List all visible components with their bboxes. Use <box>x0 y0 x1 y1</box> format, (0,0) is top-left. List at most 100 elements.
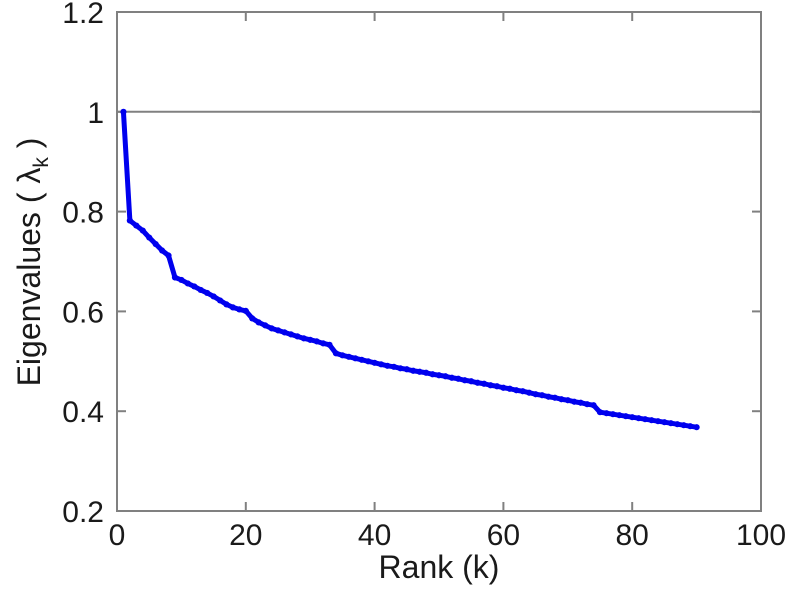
data-point-marker <box>641 416 649 423</box>
data-point-marker <box>616 412 623 419</box>
data-point-marker <box>249 315 256 322</box>
x-axis-title: Rank (k) <box>379 549 500 585</box>
data-point-marker <box>287 331 294 338</box>
data-point-marker <box>332 350 340 357</box>
data-point-marker <box>358 356 365 363</box>
y-tick-label: 0.4 <box>62 396 104 429</box>
data-point-marker <box>506 385 513 392</box>
data-point-marker <box>500 384 507 391</box>
y-axis-title: Eigenvalues ( λk ) <box>11 138 53 387</box>
data-point-marker <box>146 234 153 241</box>
data-point-marker <box>384 362 391 369</box>
data-point-marker <box>326 341 333 348</box>
data-point-marker <box>442 373 449 380</box>
data-point-marker <box>294 333 301 340</box>
x-tick-label: 40 <box>358 519 391 552</box>
data-point-marker <box>133 222 140 229</box>
data-point-marker <box>609 411 616 418</box>
data-point-marker <box>648 417 655 424</box>
data-point-marker <box>667 420 674 427</box>
data-point-marker <box>210 293 217 300</box>
y-tick-label: 1 <box>87 97 104 130</box>
data-point-marker <box>120 108 127 115</box>
data-point-marker <box>191 283 198 290</box>
y-axis-ticks <box>117 110 761 413</box>
data-point-marker <box>403 366 410 373</box>
data-point-marker <box>313 338 320 345</box>
y-axis-title-group: Eigenvalues ( λk ) <box>11 138 53 387</box>
data-point-marker <box>423 369 430 376</box>
data-point-marker <box>397 365 404 372</box>
data-point-marker <box>390 363 398 370</box>
x-axis-ticks <box>244 12 634 511</box>
data-point-marker <box>461 377 468 384</box>
data-point-marker <box>487 382 494 389</box>
data-point-marker <box>661 419 668 426</box>
data-point-marker <box>171 274 179 281</box>
y-tick-label: 0.6 <box>62 296 104 329</box>
data-point-marker <box>352 355 359 362</box>
data-point-marker <box>455 375 462 382</box>
data-point-marker <box>242 307 249 314</box>
data-point-marker <box>152 240 159 248</box>
data-point-marker <box>268 325 275 332</box>
x-tick-label: 80 <box>616 519 649 552</box>
data-point-marker <box>416 368 423 375</box>
data-point-marker <box>654 418 662 425</box>
data-point-marker <box>564 397 571 404</box>
data-point-marker <box>468 378 475 385</box>
data-point-marker <box>545 393 552 400</box>
y-axis-title-suffix: ) <box>11 138 47 158</box>
data-point-marker <box>410 367 417 374</box>
data-point-marker <box>526 389 533 396</box>
data-point-marker <box>262 322 269 329</box>
data-point-marker <box>429 371 436 378</box>
data-point-marker <box>178 276 185 284</box>
y-axis-title-subscript: k <box>30 157 53 168</box>
data-point-marker <box>577 399 584 406</box>
data-point-marker <box>480 380 488 387</box>
x-tick-label: 0 <box>109 519 126 552</box>
data-point-marker <box>532 391 539 398</box>
data-point-marker <box>448 374 455 381</box>
x-tick-label: 20 <box>229 519 262 552</box>
y-axis-tick-labels: 0.2 0.4 0.6 0.8 1 1.2 <box>62 0 104 529</box>
data-point-marker <box>584 401 591 408</box>
data-point-marker <box>158 247 166 254</box>
data-point-marker <box>603 410 610 417</box>
data-point-marker <box>558 396 565 403</box>
data-point-marker <box>255 319 262 326</box>
data-point-marker <box>216 297 224 304</box>
data-point-marker <box>680 422 687 429</box>
data-point-marker <box>513 387 520 394</box>
eigenvalue-series-markers <box>120 108 700 431</box>
data-point-marker <box>519 388 526 395</box>
x-tick-label: 60 <box>487 519 520 552</box>
y-tick-label: 0.2 <box>62 496 104 529</box>
y-axis-title-main: Eigenvalues ( λ <box>11 168 47 387</box>
data-point-marker <box>236 306 243 313</box>
data-point-marker <box>339 352 346 359</box>
data-point-marker <box>197 286 204 294</box>
data-point-marker <box>319 340 327 347</box>
data-point-marker <box>551 394 559 401</box>
plot-frame <box>116 11 762 512</box>
data-point-marker <box>493 383 501 390</box>
data-point-marker <box>674 421 681 428</box>
y-tick-label: 1.2 <box>62 0 104 30</box>
data-point-marker <box>377 361 385 368</box>
data-point-marker <box>229 304 237 311</box>
data-point-marker <box>571 398 578 405</box>
data-point-marker <box>300 335 307 342</box>
data-point-marker <box>184 280 191 287</box>
x-tick-label: 100 <box>736 519 786 552</box>
data-point-marker <box>693 424 700 431</box>
data-point-marker <box>307 336 314 343</box>
data-point-marker <box>223 301 230 308</box>
data-point-marker <box>635 415 642 422</box>
data-point-marker <box>126 217 133 224</box>
data-point-marker <box>622 413 629 420</box>
data-point-marker <box>274 327 282 334</box>
y-tick-label: 0.8 <box>62 197 104 230</box>
